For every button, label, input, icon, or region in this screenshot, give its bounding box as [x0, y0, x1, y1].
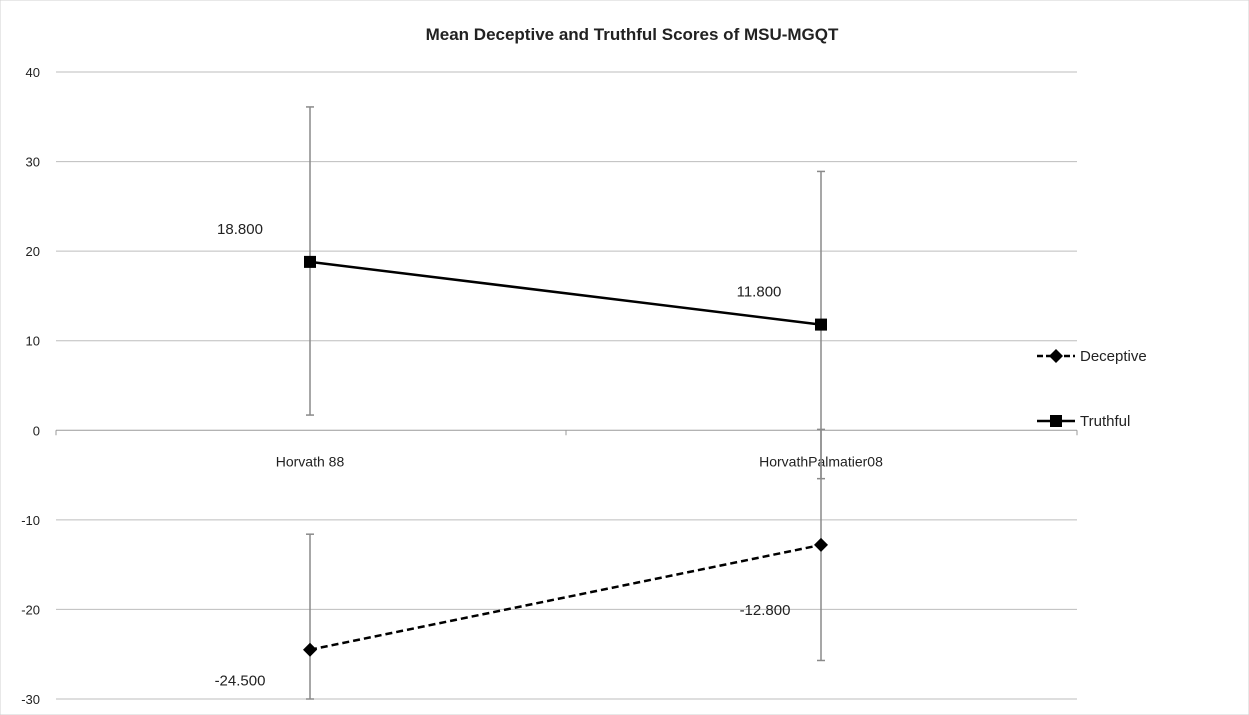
- legend-label-deceptive: Deceptive: [1080, 348, 1147, 365]
- y-tick-label: 40: [26, 65, 40, 80]
- x-tick-label: Horvath 88: [276, 453, 345, 469]
- y-tick-label: -20: [21, 602, 40, 617]
- data-point-deceptive: [303, 642, 317, 657]
- y-tick-label: 20: [26, 244, 40, 259]
- data-point-truthful: [815, 318, 827, 331]
- y-tick-label: 10: [26, 334, 40, 349]
- y-axis-ticks: 40 30 20 10 0 -10 -20 -30: [21, 65, 40, 707]
- y-tick-label: 30: [26, 155, 40, 170]
- y-tick-label: 0: [33, 423, 40, 438]
- data-label: 18.800: [217, 221, 263, 238]
- chart-title: Mean Deceptive and Truthful Scores of MS…: [426, 25, 839, 44]
- y-tick-label: -30: [21, 692, 40, 707]
- legend: Deceptive Truthful: [1037, 348, 1147, 430]
- data-label: -24.500: [215, 673, 266, 690]
- data-label: 11.800: [737, 284, 782, 301]
- series-markers: [303, 255, 828, 657]
- data-labels: -24.500 -12.800 18.800 11.800: [215, 221, 791, 690]
- data-point-deceptive: [814, 537, 828, 552]
- legend-label-truthful: Truthful: [1080, 413, 1130, 430]
- data-point-truthful: [304, 255, 316, 268]
- legend-marker-deceptive: [1049, 349, 1063, 363]
- series-line-truthful: [309, 260, 822, 326]
- y-tick-label: -10: [21, 513, 40, 528]
- series-line-deceptive: [309, 543, 822, 651]
- legend-marker-truthful: [1050, 415, 1062, 427]
- series-lines: [309, 260, 822, 651]
- data-label: -12.800: [740, 602, 791, 619]
